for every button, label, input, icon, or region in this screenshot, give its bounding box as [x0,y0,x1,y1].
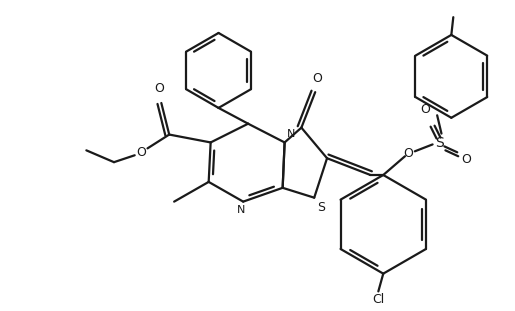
Text: S: S [435,137,444,151]
Text: O: O [312,72,322,85]
Text: Cl: Cl [372,293,385,306]
Text: O: O [421,103,431,116]
Text: S: S [317,201,325,214]
Text: O: O [154,82,164,95]
Text: O: O [403,147,413,160]
Text: O: O [136,146,147,159]
Text: N: N [237,205,246,215]
Text: O: O [461,153,471,166]
Text: N: N [287,129,295,140]
